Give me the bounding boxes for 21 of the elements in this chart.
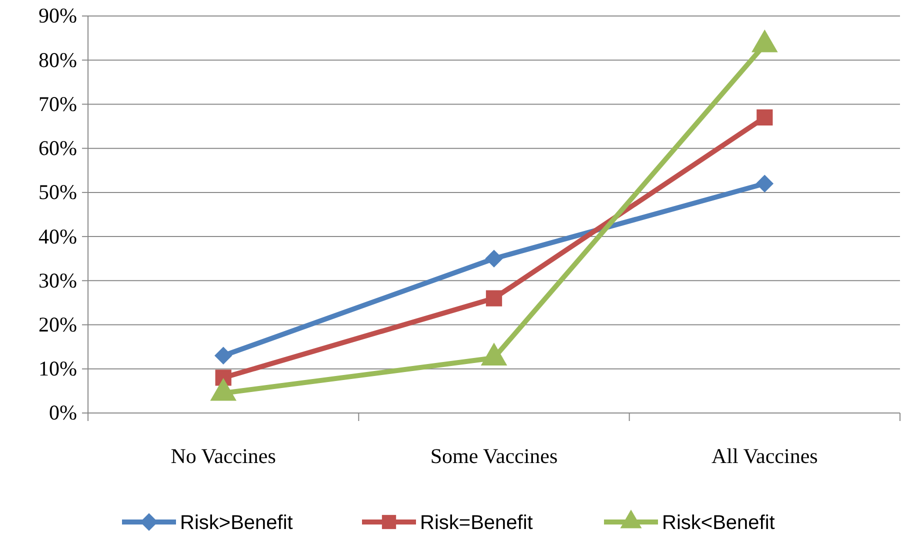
y-tick-label: 0% — [49, 400, 77, 425]
legend-label: Risk<Benefit — [662, 512, 776, 534]
y-tick-label: 80% — [38, 48, 77, 72]
point — [214, 346, 232, 365]
point — [485, 250, 503, 268]
x-tick-label: Some Vaccines — [430, 444, 558, 468]
y-tick-label: 30% — [38, 268, 77, 292]
point — [486, 290, 502, 306]
y-tick-label: 60% — [38, 136, 77, 160]
y-tick-label: 90% — [38, 4, 77, 28]
y-tick-label: 10% — [38, 356, 77, 381]
y-tick-label: 40% — [38, 224, 77, 248]
x-tick-label: All Vaccines — [711, 444, 818, 468]
point — [756, 109, 773, 126]
y-tick-label: 50% — [38, 180, 77, 204]
point — [756, 174, 774, 192]
legend-label: Risk=Benefit — [420, 512, 534, 534]
y-tick-label: 70% — [38, 92, 77, 116]
x-tick-label: No Vaccines — [170, 444, 276, 468]
legend-label: Risk>Benefit — [180, 512, 294, 534]
y-tick-label: 20% — [38, 312, 77, 336]
